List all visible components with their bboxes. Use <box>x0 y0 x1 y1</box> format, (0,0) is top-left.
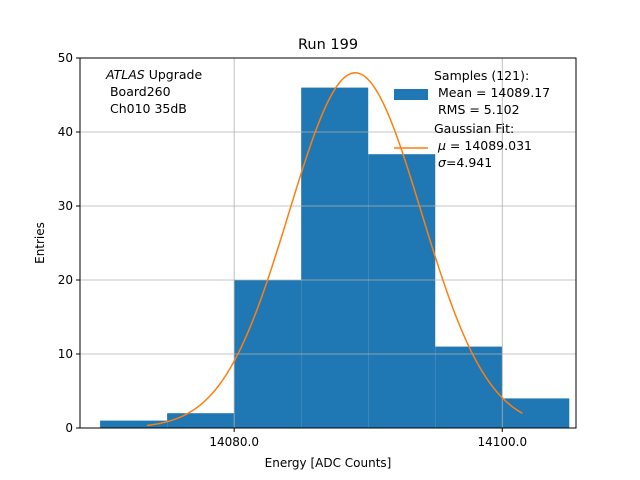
histogram-bar <box>502 398 570 428</box>
histogram-bars <box>100 87 570 428</box>
histogram-bar <box>435 346 503 428</box>
y-tick-label: 10 <box>58 347 73 361</box>
legend-fit-mu-symbol: μ <box>437 138 446 153</box>
histogram-bar <box>301 87 369 428</box>
svg-text:ATLAS Upgrade: ATLAS Upgrade <box>105 67 202 82</box>
x-axis-ticks: 14080.0 14100.0 <box>209 428 527 449</box>
annotation-board: Board260 <box>106 84 171 99</box>
chart-title: Run 199 <box>298 37 358 53</box>
svg-text:σ=4.941: σ=4.941 <box>438 155 492 170</box>
legend-fit-sigma-value: =4.941 <box>446 155 492 170</box>
annotation-upgrade: Upgrade <box>145 67 203 82</box>
legend-fit-sigma-symbol: σ <box>438 155 447 170</box>
histogram-bar <box>368 154 436 428</box>
legend-samples-swatch <box>394 89 428 100</box>
x-tick-label: 14080.0 <box>209 435 259 449</box>
legend-samples-mean: Mean = 14089.17 <box>434 85 550 100</box>
y-tick-label: 0 <box>65 421 73 435</box>
histogram-bar <box>100 420 168 428</box>
y-axis-ticks: 0 10 20 30 40 50 <box>58 51 80 435</box>
svg-text:μ = 14089.031: μ = 14089.031 <box>437 138 532 153</box>
y-tick-label: 20 <box>58 273 73 287</box>
y-tick-label: 40 <box>58 125 73 139</box>
legend-fit-title: Gaussian Fit: <box>434 121 514 136</box>
annotation-atlas: ATLAS <box>105 67 145 82</box>
legend-samples-rms: RMS = 5.102 <box>434 102 520 117</box>
gaussian-fit-curve <box>146 72 523 427</box>
plot-frame <box>79 57 577 429</box>
y-tick-label: 30 <box>58 199 73 213</box>
legend: Samples (121): Mean = 14089.17 RMS = 5.1… <box>394 68 550 170</box>
y-tick-label: 50 <box>58 51 73 65</box>
histogram-bar <box>167 413 235 428</box>
legend-samples-title: Samples (121): <box>434 68 529 83</box>
y-axis-label: Entries <box>33 222 47 264</box>
x-tick-label: 14100.0 <box>477 435 527 449</box>
x-axis-label: Energy [ADC Counts] <box>265 456 392 470</box>
annotation-channel: Ch010 35dB <box>106 101 187 116</box>
legend-fit-mu-value: = 14089.031 <box>446 138 532 153</box>
atlas-annotation: ATLAS Upgrade Board260 Ch010 35dB <box>105 67 202 116</box>
